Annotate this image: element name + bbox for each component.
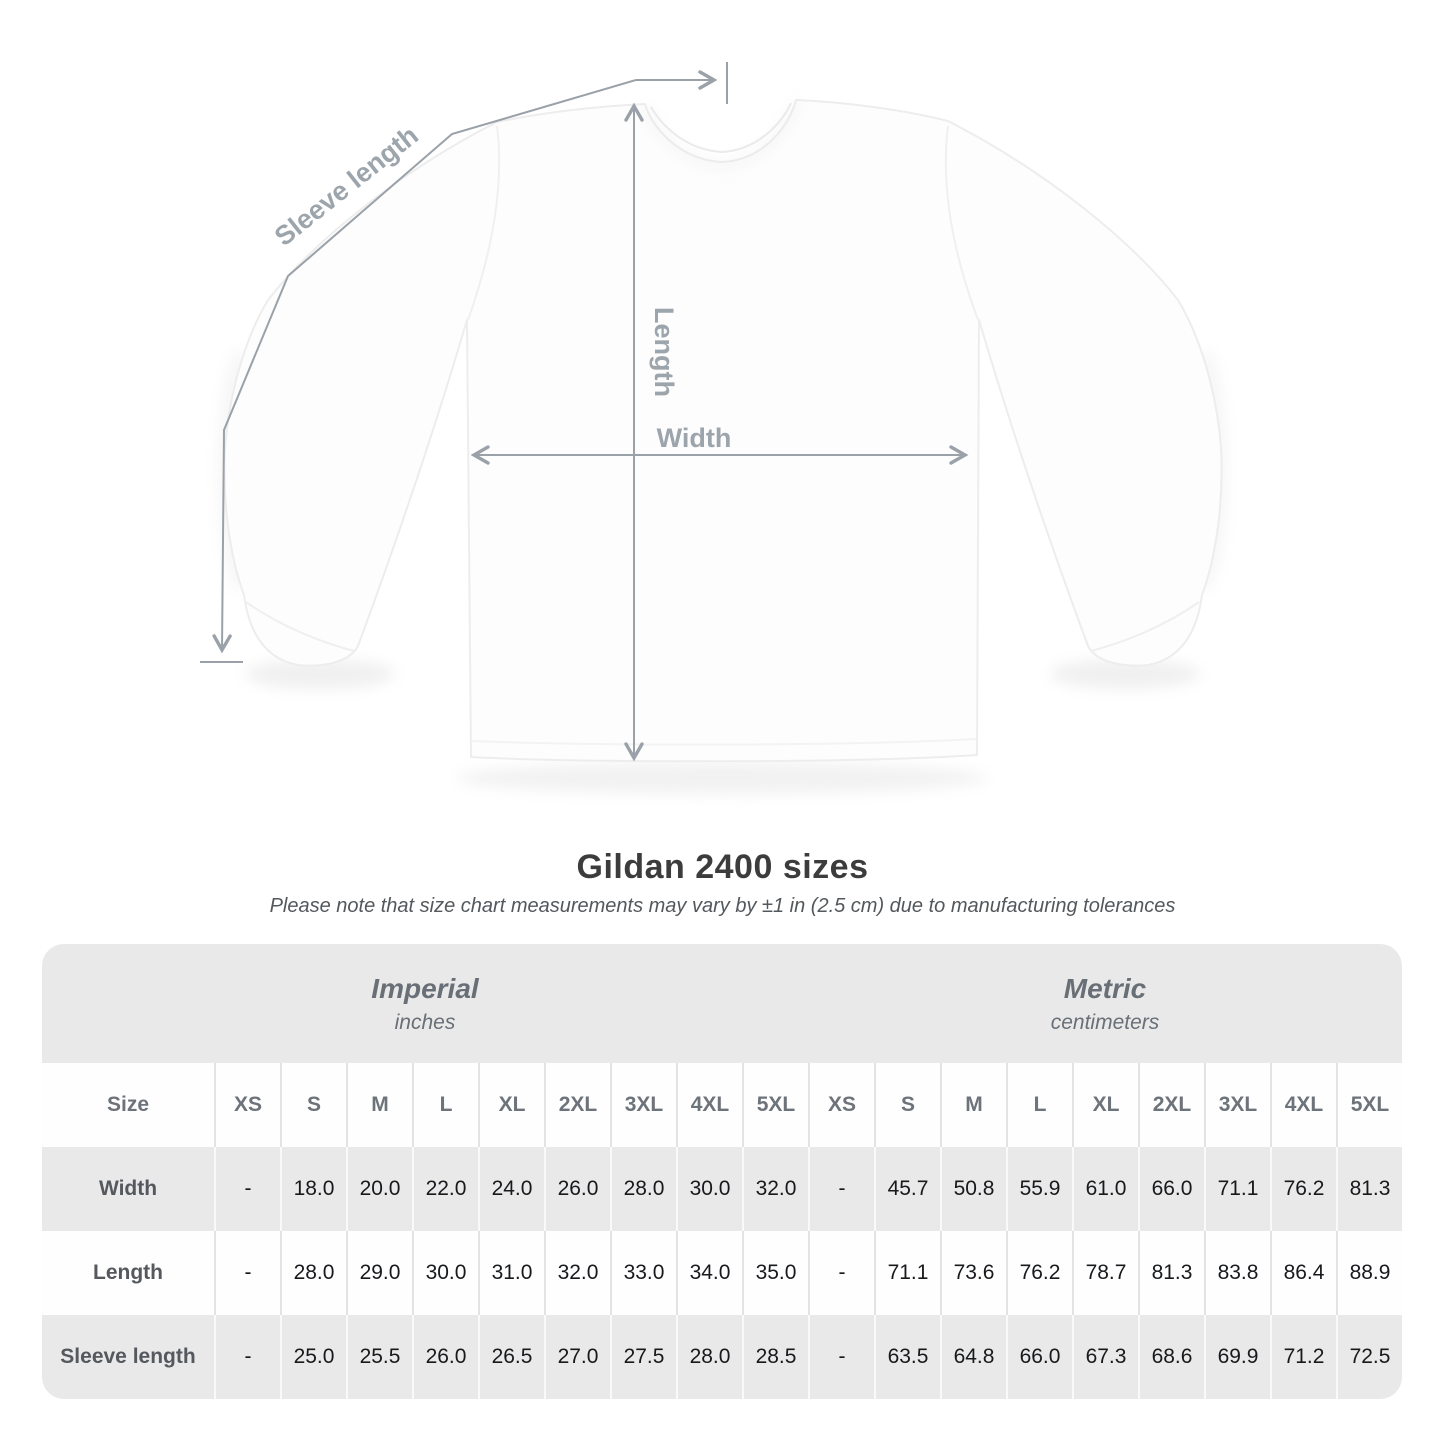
value-cell-imperial: 28.5: [742, 1315, 808, 1399]
value-cell-imperial: 32.0: [544, 1231, 610, 1315]
col-header-imperial-l: L: [412, 1063, 478, 1147]
shirt-illustration: [223, 99, 1223, 763]
value-cell-imperial: 30.0: [412, 1231, 478, 1315]
value-cell-imperial: 25.0: [280, 1315, 346, 1399]
value-cell-imperial: -: [214, 1315, 280, 1399]
col-header-imperial-2xl: 2XL: [544, 1063, 610, 1147]
value-cell-metric: -: [808, 1147, 874, 1231]
col-header-metric-4xl: 4XL: [1270, 1063, 1336, 1147]
unit-name-imperial: Imperial: [371, 972, 479, 1004]
collar-shadow: [642, 101, 799, 168]
col-header-metric-m: M: [940, 1063, 1006, 1147]
value-cell-imperial: 20.0: [346, 1147, 412, 1231]
value-cell-metric: 76.2: [1270, 1147, 1336, 1231]
value-cell-imperial: 28.0: [676, 1315, 742, 1399]
value-cell-metric: 72.5: [1336, 1315, 1402, 1399]
value-cell-metric: 71.2: [1270, 1315, 1336, 1399]
value-cell-metric: 71.1: [874, 1231, 940, 1315]
length-label: Length: [649, 307, 679, 397]
value-cell-metric: 55.9: [1006, 1147, 1072, 1231]
value-cell-imperial: 32.0: [742, 1147, 808, 1231]
shirt-measurement-diagram: Sleeve length Length Width: [200, 62, 1227, 794]
value-cell-metric: 81.3: [1138, 1231, 1204, 1315]
value-cell-imperial: -: [214, 1231, 280, 1315]
col-header-imperial-m: M: [346, 1063, 412, 1147]
value-cell-metric: 63.5: [874, 1315, 940, 1399]
unit-sub-imperial: inches: [394, 1010, 456, 1034]
value-cell-imperial: 26.0: [412, 1315, 478, 1399]
col-header-metric-xl: XL: [1072, 1063, 1138, 1147]
value-cell-metric: -: [808, 1315, 874, 1399]
unit-section-metric: Metric centimeters: [808, 944, 1402, 1063]
value-cell-imperial: 34.0: [676, 1231, 742, 1315]
value-cell-metric: 86.4: [1270, 1231, 1336, 1315]
value-cell-imperial: 26.0: [544, 1147, 610, 1231]
value-cell-imperial: 35.0: [742, 1231, 808, 1315]
value-cell-metric: 81.3: [1336, 1147, 1402, 1231]
row-label-length: Length: [42, 1231, 214, 1315]
value-cell-metric: 45.7: [874, 1147, 940, 1231]
value-cell-imperial: 33.0: [610, 1231, 676, 1315]
col-header-metric-s: S: [874, 1063, 940, 1147]
row-label-width: Width: [98, 1177, 158, 1200]
col-header-imperial-xs: XS: [214, 1063, 280, 1147]
size-grid: Size XS S M L XL 2XL 3XL 4XL 5XL XS S M L XL 2XL 3XL 4XL 5…: [42, 1063, 1402, 1399]
measurement-lines: [200, 62, 969, 762]
collar-seam: [650, 102, 792, 154]
value-cell-imperial: 30.0: [676, 1147, 742, 1231]
row-label-sleeve-length: Sleeve length: [60, 1345, 196, 1368]
value-cell-metric: 73.6: [940, 1231, 1006, 1315]
col-header-imperial-3xl: 3XL: [610, 1063, 676, 1147]
width-label: Width: [657, 423, 732, 453]
page-subtitle: Please note that size chart measurements…: [269, 895, 1176, 917]
col-header-metric-2xl: 2XL: [1138, 1063, 1204, 1147]
value-cell-imperial: 26.5: [478, 1315, 544, 1399]
unit-band: Imperial inches Metric centimeters: [42, 944, 1402, 1063]
size-table: Imperial inches Metric centimeters Size X…: [42, 944, 1402, 1399]
col-header-imperial-s: S: [280, 1063, 346, 1147]
value-cell-imperial: -: [214, 1147, 280, 1231]
value-cell-imperial: 27.0: [544, 1315, 610, 1399]
value-cell-imperial: 29.0: [346, 1231, 412, 1315]
col-header-imperial-xl: XL: [478, 1063, 544, 1147]
col-header-metric-l: L: [1006, 1063, 1072, 1147]
value-cell-metric: 66.0: [1138, 1147, 1204, 1231]
value-cell-metric: 83.8: [1204, 1231, 1270, 1315]
value-cell-imperial: 28.0: [280, 1231, 346, 1315]
value-cell-imperial: 18.0: [280, 1147, 346, 1231]
sleeve-length-arrow: [212, 79, 637, 654]
value-cell-imperial: 25.5: [346, 1315, 412, 1399]
value-cell-metric: 69.9: [1204, 1315, 1270, 1399]
value-cell-imperial: 27.5: [610, 1315, 676, 1399]
value-cell-metric: -: [808, 1231, 874, 1315]
value-cell-metric: 88.9: [1336, 1231, 1402, 1315]
value-cell-metric: 68.6: [1138, 1315, 1204, 1399]
value-cell-imperial: 28.0: [610, 1147, 676, 1231]
value-cell-metric: 76.2: [1006, 1231, 1072, 1315]
value-cell-metric: 61.0: [1072, 1147, 1138, 1231]
col-header-size: Size: [42, 1063, 214, 1147]
value-cell-imperial: 22.0: [412, 1147, 478, 1231]
value-cell-metric: 50.8: [940, 1147, 1006, 1231]
value-cell-imperial: 24.0: [478, 1147, 544, 1231]
value-cell-metric: 67.3: [1072, 1315, 1138, 1399]
col-header-metric-3xl: 3XL: [1204, 1063, 1270, 1147]
unit-sub-metric: centimeters: [1050, 1010, 1160, 1034]
unit-name-metric: Metric: [1063, 972, 1147, 1004]
value-cell-metric: 66.0: [1006, 1315, 1072, 1399]
unit-section-imperial: Imperial inches: [42, 944, 808, 1063]
page-title: Gildan 2400 sizes: [576, 848, 869, 886]
value-cell-metric: 78.7: [1072, 1231, 1138, 1315]
col-header-imperial-4xl: 4XL: [676, 1063, 742, 1147]
value-cell-metric: 71.1: [1204, 1147, 1270, 1231]
col-header-metric-5xl: 5XL: [1336, 1063, 1402, 1147]
col-header-imperial-5xl: 5XL: [742, 1063, 808, 1147]
value-cell-imperial: 31.0: [478, 1231, 544, 1315]
value-cell-metric: 64.8: [940, 1315, 1006, 1399]
col-header-metric-xs: XS: [808, 1063, 874, 1147]
